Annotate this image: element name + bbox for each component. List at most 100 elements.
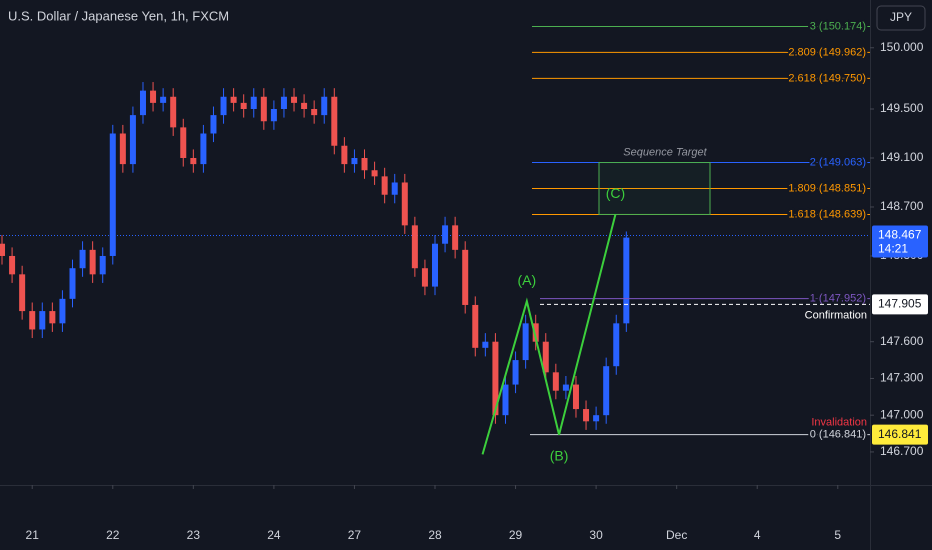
y-tick-label: 147.600 [880, 334, 924, 348]
current-price-time: 14:21 [878, 242, 908, 256]
candle-body [270, 109, 277, 122]
candle-body [421, 268, 428, 287]
candle-body [139, 90, 146, 116]
candle-body [59, 298, 66, 324]
candle-body [180, 127, 187, 158]
invalidation-label: Invalidation [811, 417, 867, 429]
fib-level-label: 2.809 (149.962) [788, 46, 866, 58]
candle-body [280, 96, 287, 110]
candle-body [311, 109, 318, 116]
x-tick-label: 23 [187, 528, 201, 542]
candle-body [552, 372, 559, 391]
confirmation-label: Confirmation [805, 309, 867, 321]
wave-label: (C) [606, 185, 625, 201]
candle-body [301, 102, 308, 110]
x-tick-label: 5 [834, 528, 841, 542]
candle-body [351, 157, 358, 165]
candle-body [29, 311, 36, 330]
candle-body [401, 182, 408, 226]
candle-body [240, 102, 247, 110]
fib-level-label: 2 (149.063) [810, 156, 866, 168]
candle-body [0, 243, 6, 256]
candle-body [210, 115, 217, 134]
candle-body [260, 96, 267, 122]
currency-button[interactable] [876, 5, 926, 31]
target-label: Sequence Target [623, 146, 707, 158]
candle-body [160, 96, 167, 103]
candle-body [190, 157, 197, 165]
x-tick-label: 28 [428, 528, 442, 542]
wave-label: (B) [550, 447, 569, 463]
x-tick-label: 21 [26, 528, 40, 542]
chart-title: U.S. Dollar / Japanese Yen, 1h, FXCM [8, 8, 229, 23]
candle-body [119, 133, 126, 165]
y-tick-label: 147.000 [880, 407, 924, 421]
y-tick-label: 149.500 [880, 101, 924, 115]
confirmation-tag [872, 294, 928, 315]
invalidation-tag-label: 146.841 [878, 427, 922, 441]
candle-body [502, 384, 509, 416]
y-tick-label: 147.300 [880, 371, 924, 385]
x-tick-label: 27 [348, 528, 362, 542]
candle-body [442, 225, 449, 244]
wave-line [481, 214, 617, 455]
candle-body [129, 115, 136, 165]
candle-body [99, 255, 106, 275]
candle-body [411, 225, 418, 269]
fib-level-label: 0 (146.841) [810, 429, 866, 441]
candle-body [593, 415, 600, 422]
fib-level-label: 1.618 (148.639) [788, 208, 866, 220]
candle-body [170, 96, 177, 128]
candle-body [200, 133, 207, 165]
invalidation-tag [872, 424, 928, 445]
candle-body [220, 96, 227, 116]
candle-body [432, 243, 438, 287]
candle-body [250, 96, 257, 110]
candle-body [391, 182, 398, 195]
current-price-tag-label: 148.467 [878, 228, 922, 242]
candle-body [19, 274, 26, 312]
candle-body [79, 249, 86, 269]
y-tick-label: 149.100 [880, 150, 924, 164]
candle-body [341, 145, 348, 165]
candle-body [49, 311, 56, 324]
candle-body [361, 157, 368, 171]
candle-body [512, 360, 519, 385]
x-tick-label: Dec [666, 528, 687, 542]
candle-body [613, 323, 620, 367]
fib-level-label: 1 (147.952) [810, 292, 866, 304]
candle-body [321, 96, 328, 116]
y-tick-label: 150.000 [880, 40, 924, 54]
candle-body [583, 409, 590, 422]
candle-body [109, 133, 116, 256]
y-tick-label: 146.700 [880, 444, 924, 458]
candle-body [462, 249, 469, 305]
candle-body [89, 249, 96, 275]
candle-body [452, 225, 459, 250]
candle-body [562, 384, 569, 391]
x-tick-label: 29 [509, 528, 523, 542]
x-tick-label: 22 [106, 528, 120, 542]
x-tick-label: 30 [589, 528, 603, 542]
fib-level-label: 2.618 (149.750) [788, 72, 866, 84]
candle-body [603, 366, 610, 416]
candle-body [331, 96, 338, 146]
candle-body [291, 96, 298, 103]
candle-body [623, 237, 630, 324]
candle-body [69, 268, 76, 299]
y-tick-label: 148.700 [880, 199, 924, 213]
candle-body [492, 341, 499, 416]
candle-body [542, 341, 549, 373]
candle-body [572, 384, 579, 410]
x-tick-label: 4 [754, 528, 761, 542]
wave-label: (A) [517, 272, 536, 288]
candle-body [371, 170, 378, 177]
x-tick-label: 24 [267, 528, 281, 542]
currency-button-label[interactable]: JPY [890, 10, 912, 24]
candle-body [381, 176, 388, 195]
candle-body [472, 304, 479, 348]
candle-body [150, 90, 157, 103]
confirmation-tag-label: 147.905 [878, 297, 922, 311]
candle-body [230, 96, 237, 103]
